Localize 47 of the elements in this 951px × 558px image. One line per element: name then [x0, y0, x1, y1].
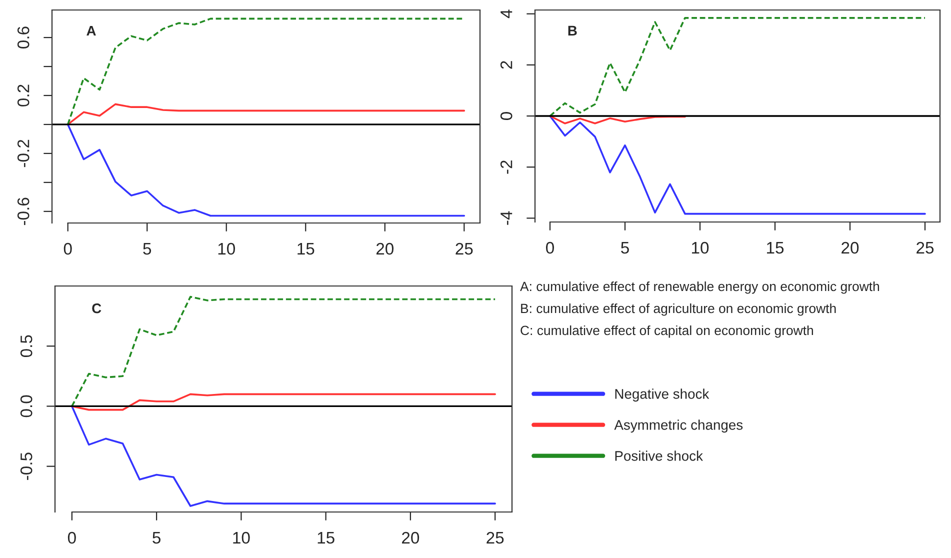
line-series — [549, 17, 926, 117]
x-tick-label: 20 — [402, 532, 420, 544]
x-tick-label: 5 — [621, 242, 629, 254]
x-tick-label: 0 — [64, 242, 72, 255]
y-tick-label: -0.5 — [20, 452, 32, 480]
legend-label: Asymmetric changes — [614, 420, 743, 433]
x-tick-label: 0 — [546, 242, 554, 254]
y-tick-label: 0.2 — [17, 84, 30, 106]
x-tick-label: 10 — [233, 532, 250, 544]
y-tick-label: 2 — [500, 61, 512, 69]
x-tick-label: 10 — [692, 242, 709, 254]
line-series — [549, 115, 926, 215]
x-tick-label: 15 — [767, 242, 784, 254]
y-tick-label: 0.6 — [17, 26, 30, 48]
y-tick-label: 0.5 — [20, 335, 32, 358]
y-tick-label: 0.0 — [20, 395, 32, 418]
text: B: cumulative effect of agriculture on economic growth — [521, 303, 836, 316]
line-series — [549, 115, 686, 124]
x-tick-label: 20 — [376, 242, 394, 255]
y-tick-label: 0 — [500, 112, 512, 120]
line-series — [66, 103, 466, 126]
line-series — [71, 393, 496, 411]
line-series — [71, 405, 496, 507]
x-tick-label: 25 — [916, 242, 934, 254]
x-tick-label: 15 — [298, 243, 314, 255]
y-tick-label: -4 — [500, 211, 512, 225]
line-series — [71, 296, 496, 408]
x-tick-label: 25 — [486, 532, 504, 544]
y-tick-label: -0.2 — [17, 140, 30, 168]
annotation: A — [86, 26, 96, 36]
x-tick-label: 10 — [218, 242, 235, 255]
y-tick-label: -2 — [500, 160, 512, 174]
legend-label: Positive shock — [615, 450, 703, 461]
x-tick-label: 25 — [456, 242, 473, 255]
x-tick-label: 5 — [143, 243, 152, 255]
annotation: C — [92, 303, 102, 314]
text: A: cumulative effect of renewable energy on economic growth — [520, 281, 880, 294]
y-tick-label: -0.6 — [17, 198, 30, 226]
line-series — [66, 124, 466, 217]
x-tick-label: 5 — [152, 532, 160, 544]
x-tick-label: 20 — [842, 242, 859, 254]
legend-label: Negative shock — [615, 388, 710, 402]
y-tick-label: 4 — [500, 10, 512, 18]
text: C: cumulative effect of capital on economic growth — [520, 325, 813, 338]
x-tick-label: 0 — [68, 532, 76, 544]
annotation: B — [568, 26, 577, 36]
x-tick-label: 15 — [318, 532, 334, 544]
